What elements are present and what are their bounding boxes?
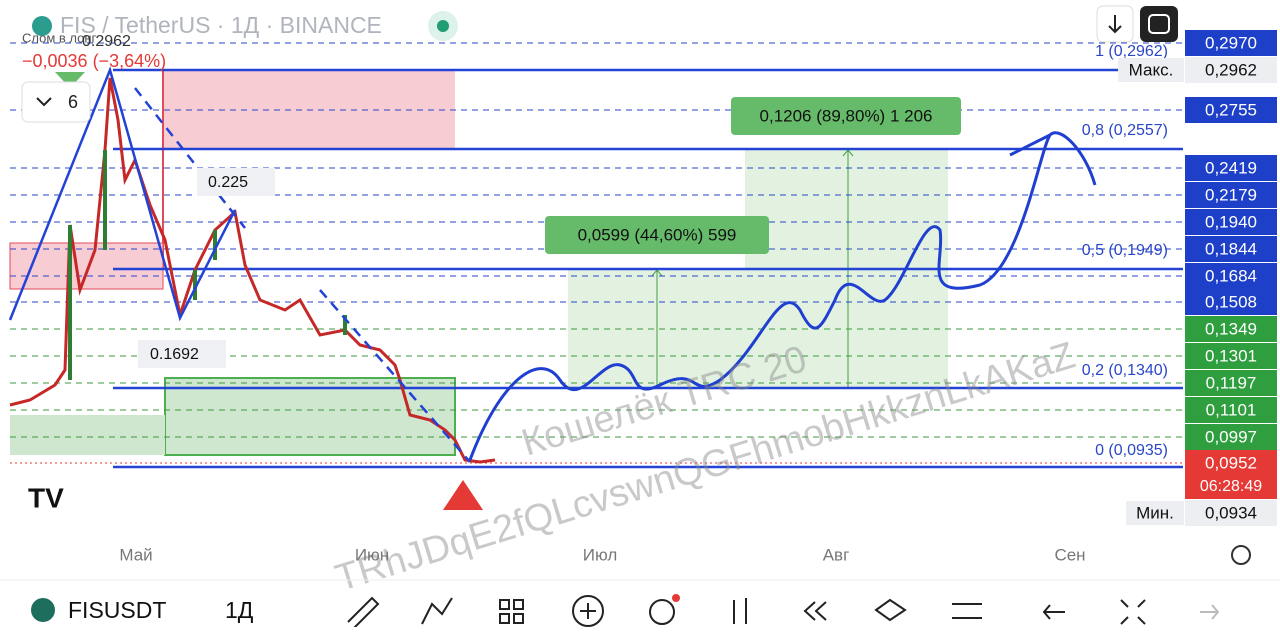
toolbar-icons <box>347 595 1220 629</box>
min-price-tag <box>1185 500 1277 526</box>
fib-label: 0,5 (0,1949) <box>1082 242 1168 259</box>
forecast-drawing <box>468 131 1097 461</box>
price-label: 0,1940 <box>1205 212 1257 231</box>
max-price-tag <box>1185 57 1277 83</box>
price-path <box>9 77 496 464</box>
price-tag <box>1185 209 1277 235</box>
x-axis-label: Авг <box>823 545 850 564</box>
x-axis-label: Май <box>119 545 152 564</box>
toolbar-symbol[interactable]: FISUSDT <box>68 597 166 623</box>
annotation-box <box>138 340 226 368</box>
symbol-logo <box>32 16 52 36</box>
alert-dot <box>672 594 680 602</box>
symbol-logo <box>31 598 55 622</box>
x-axis-label: Сен <box>1054 545 1085 564</box>
price-tag <box>1185 97 1277 123</box>
min-tag <box>1126 501 1184 525</box>
icon <box>1148 14 1170 34</box>
note: Слом в лонг <box>22 30 97 45</box>
price-label: 0,1844 <box>1205 239 1257 258</box>
price-label: 0,1301 <box>1205 346 1257 365</box>
annotation: 0.225 <box>208 174 248 191</box>
trend-line <box>134 87 246 229</box>
indicator-toggle[interactable] <box>21 81 91 123</box>
price-label: 0,1684 <box>1205 266 1257 285</box>
fullscreen-button[interactable] <box>1140 6 1178 42</box>
price-tag <box>1185 155 1277 181</box>
fib-label: 0,2 (0,1340) <box>1082 362 1168 379</box>
x-axis-label: Июл <box>583 545 618 564</box>
x-axis-label: Июн <box>355 545 389 564</box>
layout-icon[interactable] <box>499 599 524 624</box>
fib-label: 1 (0,2962) <box>1095 43 1168 60</box>
min-name: Мин. <box>1136 503 1174 522</box>
collapse-icon[interactable] <box>1120 599 1146 625</box>
price-label: 0,1101 <box>1206 400 1257 419</box>
add-icon[interactable] <box>572 595 604 627</box>
measure-label: 0,0599 (44,60%) 599 <box>578 225 737 244</box>
alert-icon[interactable] <box>649 599 675 625</box>
chevron <box>36 97 52 107</box>
price-label: 0,1349 <box>1205 319 1257 338</box>
status-dot <box>437 20 449 32</box>
change: −0,0036 (−3,64%) <box>22 51 166 71</box>
redo-icon[interactable] <box>1200 604 1220 620</box>
price-label: 0,1508 <box>1205 292 1257 311</box>
undo-icon[interactable] <box>1042 604 1065 620</box>
price-tag <box>1185 236 1277 262</box>
replay-icon[interactable] <box>803 601 827 621</box>
price-tag <box>1185 343 1277 369</box>
symbol-title: FIS / TetherUS · 1Д · BINANCE <box>60 12 382 38</box>
price-tag <box>1185 30 1277 56</box>
draw-icon[interactable] <box>347 596 380 629</box>
tv-logo: TV <box>28 482 64 513</box>
last-tag <box>1185 450 1277 499</box>
measure-label-box <box>545 216 769 254</box>
price-tag <box>1185 424 1277 450</box>
settings-icon[interactable] <box>952 603 982 619</box>
price-label: 0,1197 <box>1206 373 1257 392</box>
icon <box>1108 15 1122 34</box>
sell-zone-left <box>9 242 164 290</box>
layers-icon[interactable] <box>874 598 907 622</box>
measure-label: 0,1206 (89,80%) 1 206 <box>760 106 933 125</box>
min-price: 0,0934 <box>1205 503 1257 522</box>
annotation: 0.1692 <box>150 346 199 363</box>
annotation-box <box>197 168 275 196</box>
price-tag <box>1185 397 1277 423</box>
measure-label-box <box>731 97 961 135</box>
settings-icon[interactable] <box>1231 545 1251 565</box>
buy-zone-left <box>10 415 165 455</box>
price-label: 0,2970 <box>1205 33 1257 52</box>
max-tag <box>1118 58 1184 82</box>
candles-icon[interactable] <box>733 598 747 624</box>
max-name: Макс. <box>1129 60 1174 79</box>
indicators-icon[interactable] <box>421 597 453 625</box>
price-label: 0,2755 <box>1205 100 1257 119</box>
max-price: 0,2962 <box>1205 60 1257 79</box>
price-label: 0,2419 <box>1205 158 1257 177</box>
last-price: 0,0952 <box>1205 453 1257 472</box>
fib-label: 0 (0,0935) <box>1095 442 1168 459</box>
countdown: 06:28:49 <box>1200 478 1262 495</box>
zigzag <box>8 66 237 322</box>
price-tag <box>1185 182 1277 208</box>
signal-marker <box>443 480 483 510</box>
price-tag <box>1185 370 1277 396</box>
high-label: 0.2962 <box>82 33 131 50</box>
price-label: 0,0997 <box>1205 427 1257 446</box>
trend-line <box>319 289 471 463</box>
price-tag <box>1185 316 1277 342</box>
price-tag <box>1185 289 1277 315</box>
price-label: 0,2179 <box>1205 185 1257 204</box>
indicator-count: 6 <box>68 92 78 112</box>
price-tag <box>1185 263 1277 289</box>
signal-marker <box>55 72 85 88</box>
fib-label: 0,8 (0,2557) <box>1082 122 1168 139</box>
toolbar-interval[interactable]: 1Д <box>225 597 254 623</box>
